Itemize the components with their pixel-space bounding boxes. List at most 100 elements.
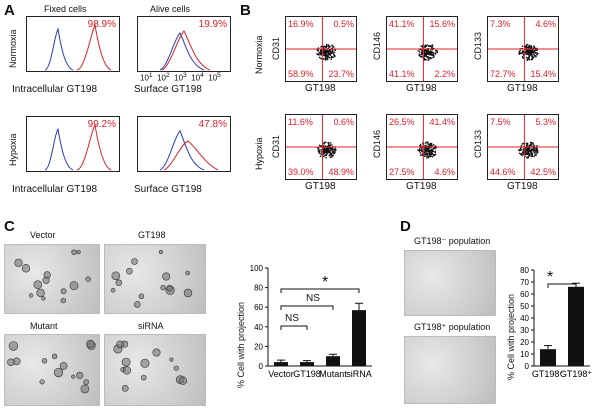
- dot: [528, 45, 531, 48]
- c-label-vector: Vector: [30, 230, 56, 240]
- panel-d-label: D: [400, 218, 411, 235]
- hist-curves-h-fixed: [44, 123, 112, 171]
- dot: [528, 57, 530, 60]
- micrograph-sirna: [104, 334, 206, 406]
- dot: [332, 50, 334, 52]
- b-ylabel: CD31: [271, 36, 281, 60]
- dot: [520, 144, 523, 147]
- dot: [419, 154, 422, 157]
- y-tick-label: 60: [254, 303, 263, 312]
- dot: [329, 144, 331, 147]
- dot: [421, 153, 423, 155]
- quad-lr: 42.5%: [530, 167, 556, 177]
- quad-ur: 5.3%: [535, 117, 556, 127]
- dot: [325, 54, 328, 56]
- quad-ul: 41.1%: [389, 19, 415, 29]
- x-tick-label: Vector: [268, 369, 294, 379]
- d-ylabel: % Cell with projection: [506, 293, 516, 380]
- dot: [530, 58, 533, 61]
- dot: [333, 53, 335, 56]
- significance-bracket: [280, 305, 334, 310]
- dot: [316, 49, 318, 51]
- b-xlabel: GT198: [406, 83, 437, 94]
- dot: [531, 148, 533, 150]
- panel-b-row-normoxia: Normoxia: [254, 35, 264, 74]
- dot: [328, 143, 330, 145]
- dot: [324, 141, 327, 144]
- dot: [319, 155, 322, 158]
- quad-ul: 7.3%: [490, 19, 511, 29]
- dot: [436, 51, 439, 54]
- panel-b-label: B: [240, 2, 251, 19]
- dot: [431, 51, 433, 54]
- dot: [332, 151, 335, 154]
- dot: [432, 56, 434, 59]
- dot: [324, 50, 327, 53]
- dot: [535, 154, 537, 156]
- dot: [334, 49, 336, 52]
- dot: [329, 142, 332, 144]
- dot: [328, 144, 330, 147]
- dot: [424, 46, 426, 49]
- dot: [430, 149, 433, 151]
- dot: [324, 59, 327, 61]
- dot: [431, 153, 433, 155]
- a-xlabel-surface-1: Surface GT198: [134, 84, 202, 95]
- dotplot-h-cd146: 26.5% 41.4% 27.5% 4.6%: [386, 114, 458, 180]
- dot: [525, 53, 528, 55]
- dot: [331, 44, 333, 47]
- dot: [429, 143, 431, 145]
- dot: [528, 150, 530, 153]
- panel-a-row-normoxia: Normoxia: [8, 29, 18, 68]
- bar-siRNA: [352, 310, 366, 366]
- dot: [317, 148, 320, 150]
- dot: [434, 145, 437, 147]
- dotplot-cloud: [488, 17, 558, 81]
- quad-ll: 39.0%: [288, 167, 314, 177]
- dot: [534, 153, 536, 155]
- dot: [330, 148, 333, 150]
- dot: [425, 147, 427, 149]
- quad-ul: 7.5%: [490, 117, 511, 127]
- dot: [426, 155, 428, 158]
- panel-a-label: A: [4, 2, 15, 19]
- dot: [527, 53, 529, 55]
- dot: [526, 50, 529, 53]
- dot: [417, 149, 419, 151]
- pct-n-alive: 19.9%: [198, 19, 227, 30]
- dot: [325, 156, 327, 159]
- quad-ul: 26.5%: [389, 117, 415, 127]
- dot: [428, 149, 430, 152]
- dot: [421, 147, 423, 149]
- panel-a-row-hypoxia: Hypoxia: [8, 133, 18, 166]
- quad-ll: 44.6%: [490, 167, 516, 177]
- quad-lr: 4.6%: [434, 167, 455, 177]
- dot: [520, 52, 523, 54]
- micrograph-gt198: [104, 244, 206, 314]
- dotplot-cloud: [387, 115, 457, 179]
- hist-hypoxia-fixed: 99.2%: [26, 116, 120, 172]
- dot: [433, 52, 435, 54]
- dot: [432, 148, 434, 150]
- bar-GT198⁺: [568, 286, 584, 366]
- c-ns-2: NS: [306, 293, 320, 304]
- dot: [534, 151, 536, 154]
- dot: [427, 141, 429, 143]
- dot: [324, 154, 327, 156]
- dot: [433, 55, 435, 57]
- dot: [323, 141, 325, 144]
- quad-ul: 16.9%: [288, 19, 314, 29]
- dot: [327, 141, 329, 144]
- dot: [324, 57, 327, 60]
- dot: [531, 50, 534, 52]
- dot: [327, 52, 330, 54]
- dot: [420, 54, 422, 56]
- c-star: *: [322, 274, 329, 291]
- dot: [329, 49, 331, 51]
- y-tick-label: 50: [520, 302, 529, 311]
- dot: [420, 45, 423, 47]
- dot: [328, 46, 330, 48]
- dot: [536, 152, 538, 154]
- quad-ul: 11.6%: [288, 117, 313, 127]
- dot: [320, 50, 322, 53]
